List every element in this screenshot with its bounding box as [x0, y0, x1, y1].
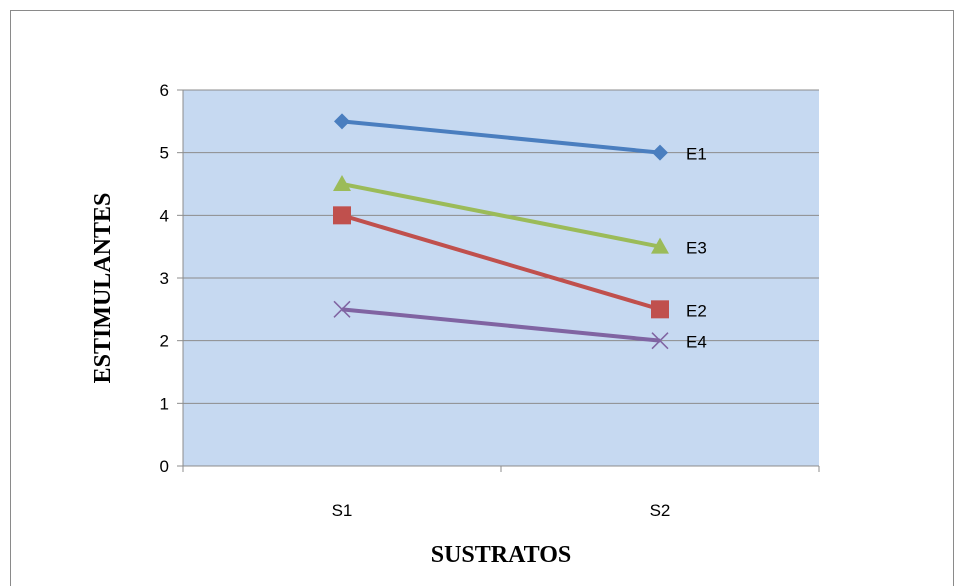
y-tick-labels: 0 1 2 3 4 5 6 — [160, 81, 169, 476]
series-label-e3: E3 — [686, 239, 707, 258]
y-tick-label: 4 — [160, 206, 169, 225]
y-tick-label: 2 — [160, 332, 169, 351]
data-point-e2 — [651, 300, 669, 318]
series-label-e2: E2 — [686, 301, 707, 320]
y-axis-title: ESTIMULANTES — [90, 193, 116, 384]
x-tick-labels: S1 S2 — [332, 501, 671, 520]
x-tick-label: S1 — [332, 501, 353, 520]
series-label-e1: E1 — [686, 145, 707, 164]
x-axis-title: SUSTRATOS — [431, 542, 572, 568]
y-tick-label: 1 — [160, 394, 169, 413]
x-tick-label: S2 — [650, 501, 671, 520]
y-tick-label: 3 — [160, 269, 169, 288]
y-tick-label: 5 — [160, 144, 169, 163]
y-tick-label: 6 — [160, 81, 169, 100]
y-tick-label: 0 — [160, 457, 169, 476]
data-point-e2 — [333, 206, 351, 224]
series-label-e4: E4 — [686, 333, 707, 352]
